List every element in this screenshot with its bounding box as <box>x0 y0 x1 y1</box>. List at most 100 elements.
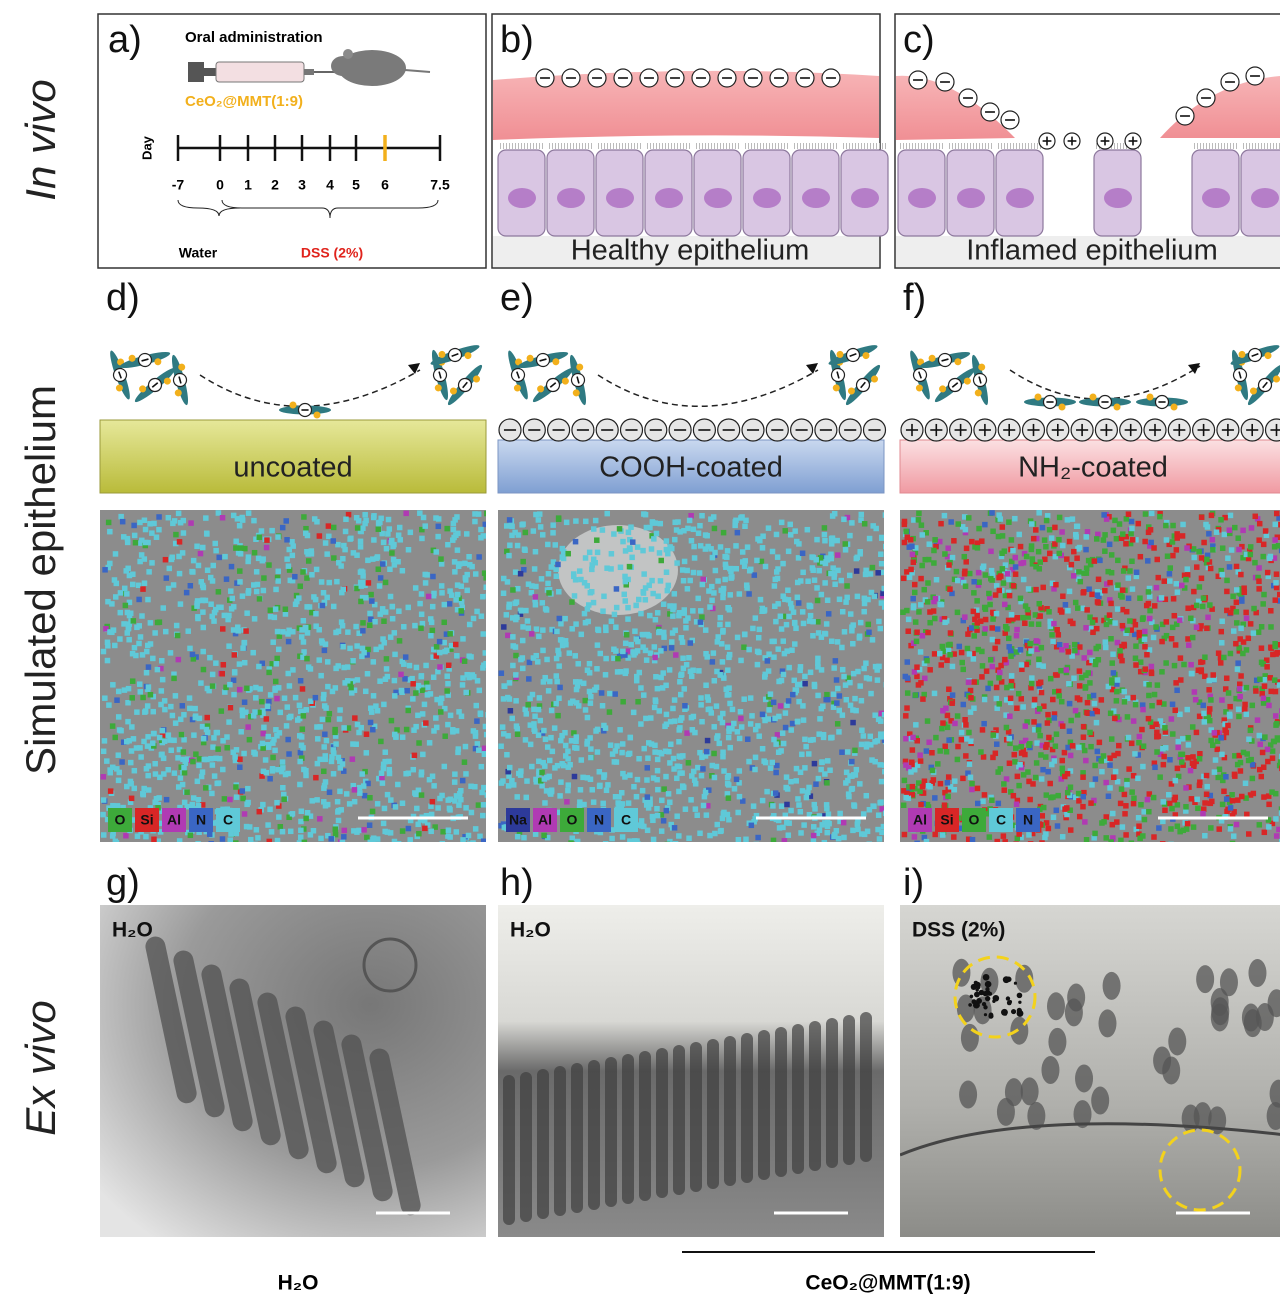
edx-dot <box>118 728 124 734</box>
edx-dot <box>473 733 479 739</box>
edx-dot <box>989 568 995 574</box>
edx-dot <box>220 626 226 632</box>
edx-dot <box>732 786 738 792</box>
edx-dot <box>693 781 699 787</box>
edx-dot <box>631 784 637 790</box>
edx-dot <box>981 721 987 727</box>
edx-dot <box>107 767 113 773</box>
edx-dot <box>791 609 797 615</box>
edx-dot <box>1170 625 1176 631</box>
edx-dot <box>603 725 609 731</box>
edx-dot <box>720 659 726 665</box>
legend-label: Na <box>509 812 527 828</box>
edx-dot <box>354 643 360 649</box>
edx-dot <box>677 679 683 685</box>
edx-dot <box>1088 800 1094 806</box>
edx-dot <box>1203 522 1209 528</box>
edx-dot <box>196 797 202 803</box>
edx-dot <box>1159 595 1165 601</box>
edx-dot <box>416 740 422 746</box>
edx-dot <box>712 526 718 532</box>
edx-dot <box>737 768 743 774</box>
edx-dot <box>963 753 969 759</box>
edx-dot <box>1077 668 1083 674</box>
edx-dot <box>931 548 937 554</box>
edx-dot <box>1054 808 1060 814</box>
edx-dot <box>774 532 780 538</box>
edx-dot <box>385 792 391 798</box>
edx-dot <box>924 839 930 845</box>
edx-dot <box>880 591 886 597</box>
edx-dot <box>1014 801 1020 807</box>
edx-dot <box>765 658 771 664</box>
edx-dot <box>1169 636 1175 642</box>
edx-dot <box>1094 720 1100 726</box>
edx-dot <box>1225 723 1231 729</box>
edx-dot <box>1006 736 1012 742</box>
edx-dot <box>284 723 290 729</box>
edx-dot <box>748 721 754 727</box>
edx-dot <box>1179 583 1185 589</box>
edx-dot <box>1075 695 1081 701</box>
edx-dot <box>784 648 790 654</box>
edx-dot <box>715 733 721 739</box>
row-label: In vivo <box>17 79 64 200</box>
edx-dot <box>273 679 279 685</box>
edx-dot <box>932 832 938 838</box>
edx-dot <box>286 639 292 645</box>
edx-dot <box>232 652 238 658</box>
microvillus <box>741 1033 753 1183</box>
edx-dot <box>431 593 437 599</box>
edx-dot <box>997 588 1003 594</box>
edx-dot <box>176 511 182 517</box>
edx-dot <box>405 708 411 714</box>
edx-dot <box>350 658 356 664</box>
edx-dot <box>428 616 434 622</box>
edx-dot <box>878 551 884 557</box>
edx-dot <box>259 528 265 534</box>
edx-dot <box>1125 714 1131 720</box>
edx-dot <box>275 838 281 844</box>
edx-dot <box>834 828 840 834</box>
edx-dot <box>187 646 193 652</box>
edx-dot <box>946 737 952 743</box>
edx-dot <box>152 630 158 636</box>
edx-dot <box>1088 744 1094 750</box>
edx-dot <box>301 713 307 719</box>
edx-dot <box>557 685 563 691</box>
edx-dot <box>468 784 474 790</box>
edx-dot <box>481 839 487 845</box>
edx-dot <box>544 775 550 781</box>
edx-dot <box>377 678 383 684</box>
edx-dot <box>177 539 183 545</box>
edx-dot <box>689 538 695 544</box>
edx-dot <box>335 799 341 805</box>
edx-dot <box>384 546 390 552</box>
edx-dot <box>933 596 939 602</box>
edx-dot <box>273 606 279 612</box>
edx-dot <box>1106 793 1112 799</box>
edx-dot <box>216 589 222 595</box>
edx-dot <box>232 754 238 760</box>
edx-dot <box>204 727 210 733</box>
edx-dot <box>463 690 469 696</box>
edx-dot <box>323 779 329 785</box>
edx-dot <box>166 732 172 738</box>
edx-dot <box>1046 826 1052 832</box>
edx-dot <box>661 634 667 640</box>
edx-dot <box>265 822 271 828</box>
edx-dot <box>643 716 649 722</box>
edx-dot <box>1129 789 1135 795</box>
edx-dot <box>477 688 483 694</box>
edx-dot <box>1206 678 1212 684</box>
edx-dot <box>1063 602 1069 608</box>
edx-dot <box>1157 514 1163 520</box>
edx-dot <box>509 533 515 539</box>
edx-dot <box>781 638 787 644</box>
edx-dot <box>815 693 821 699</box>
edx-dot <box>658 578 664 584</box>
edx-dot <box>1087 730 1093 736</box>
edx-dot <box>1136 815 1142 821</box>
arrowhead <box>806 363 818 374</box>
edx-dot <box>934 577 940 583</box>
